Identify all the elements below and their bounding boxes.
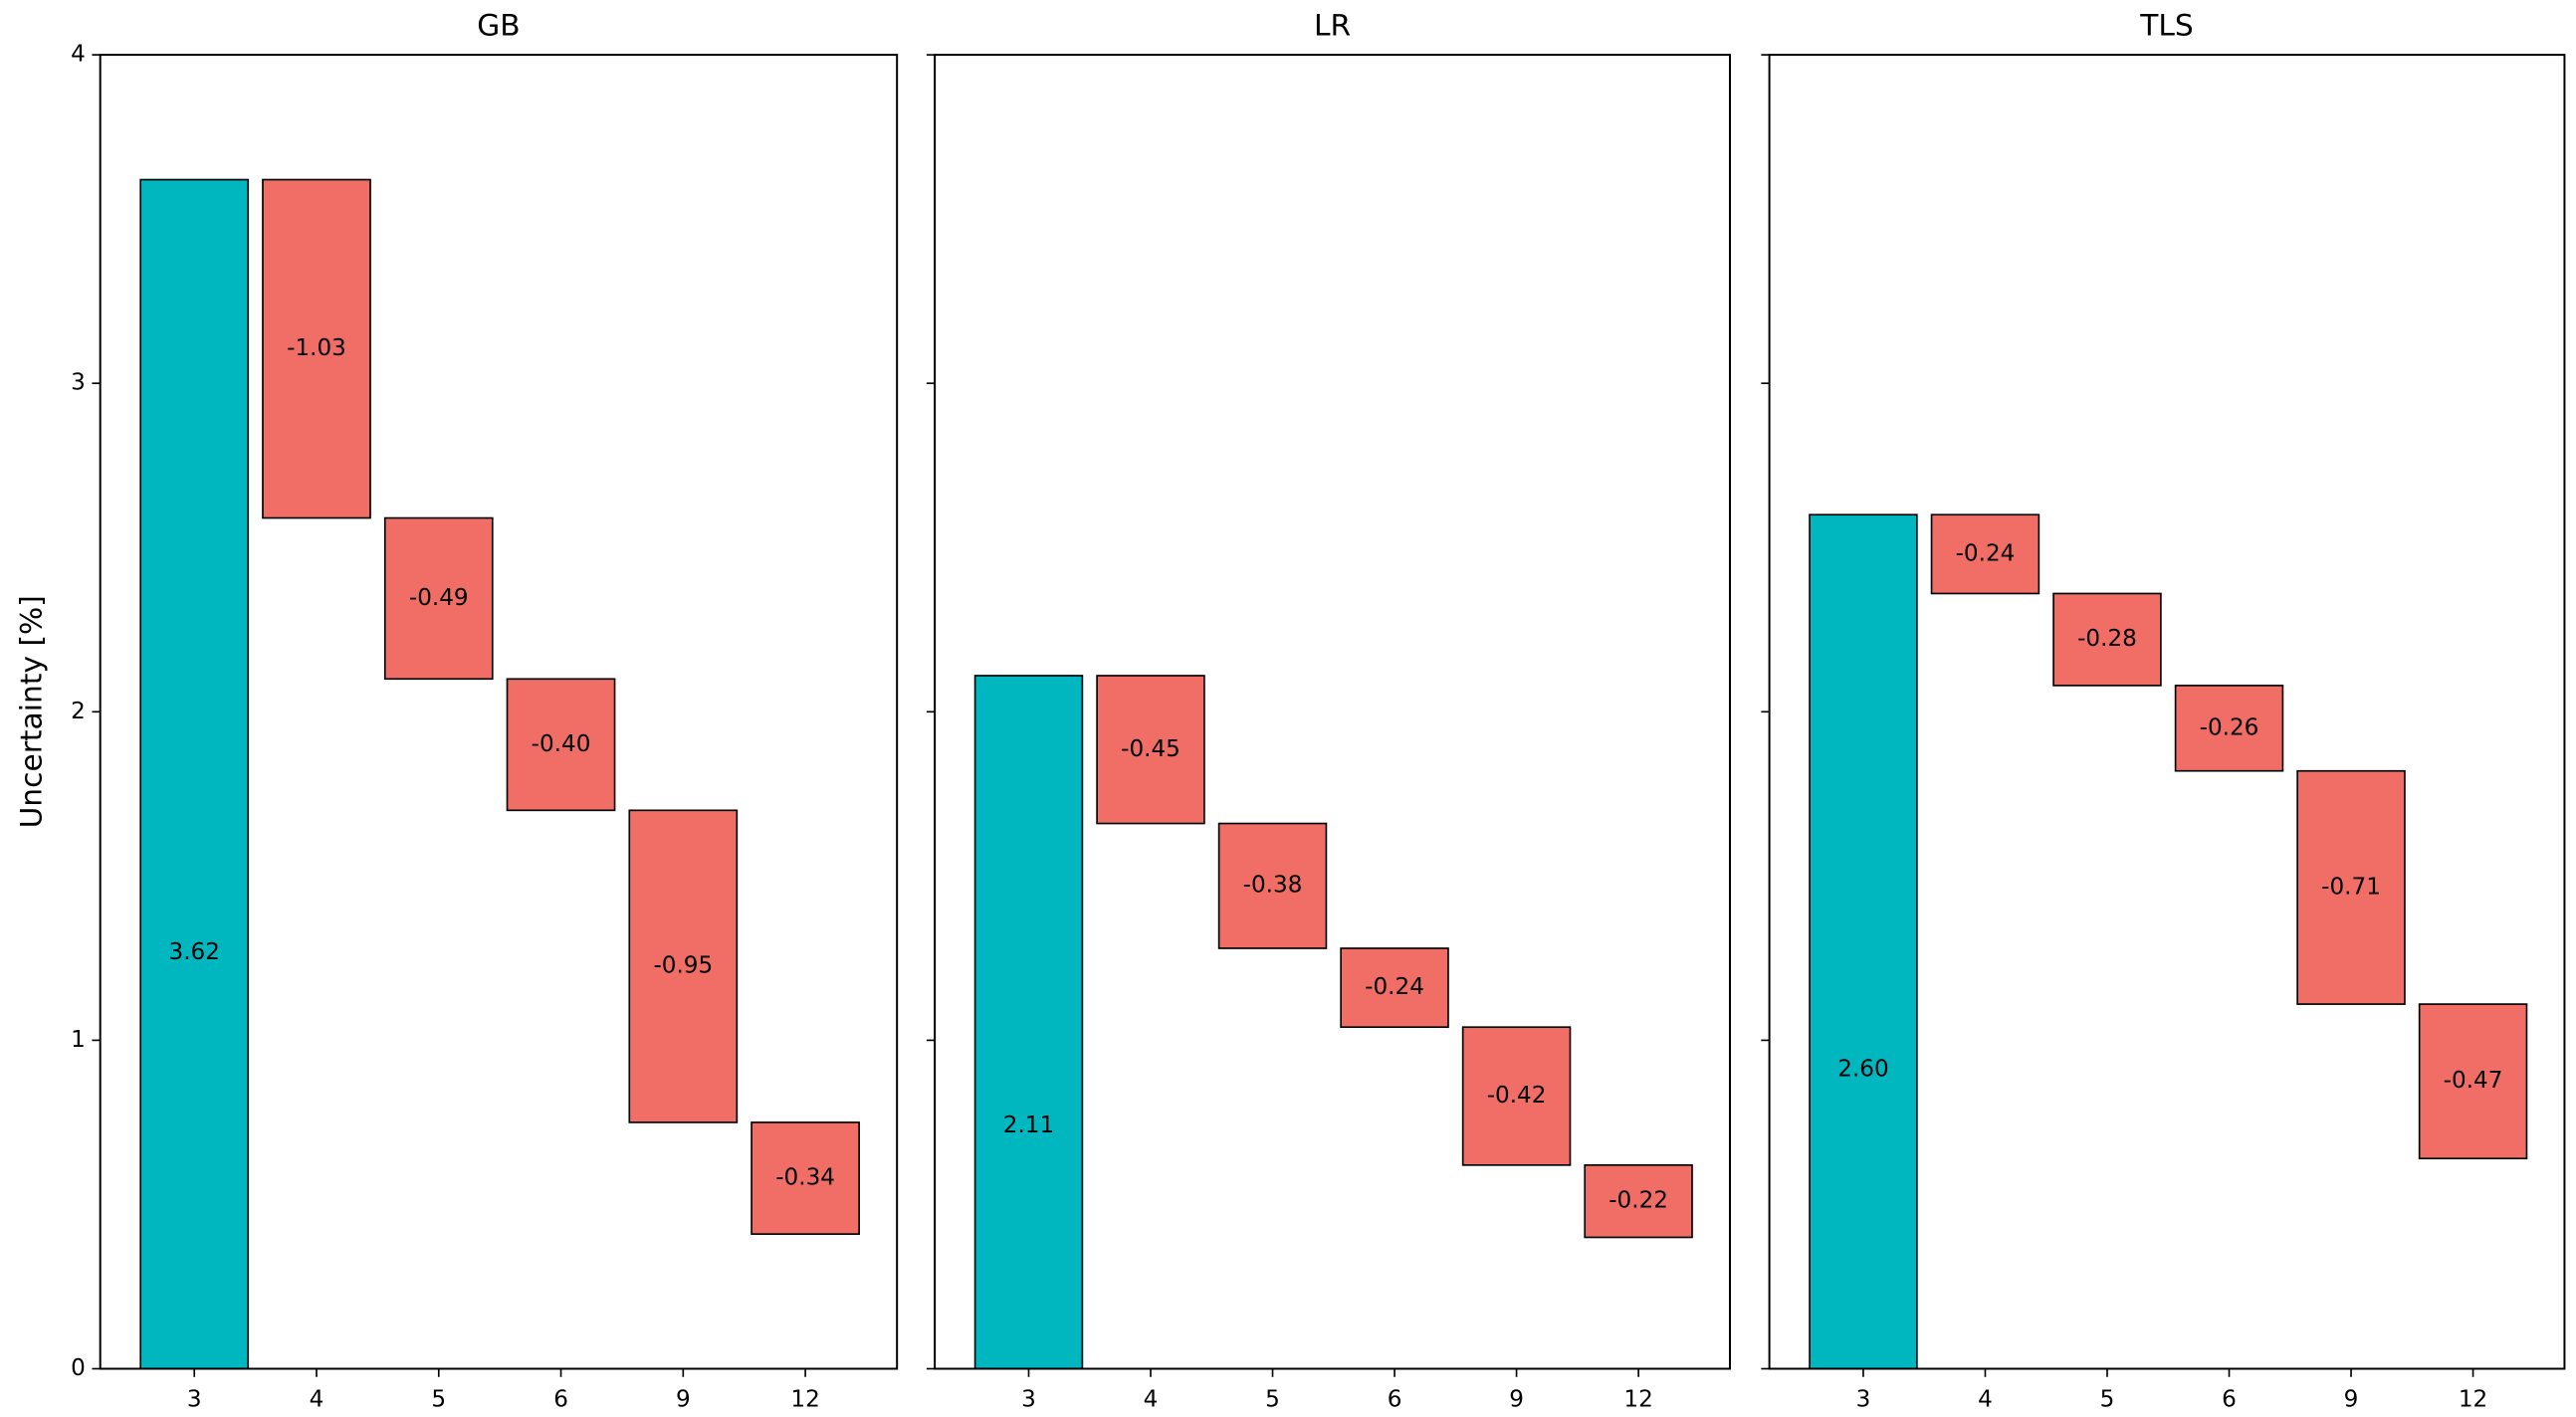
bar <box>2418 1003 2528 1160</box>
chart-title: LR <box>1314 9 1351 44</box>
bar <box>2052 592 2162 687</box>
x-tick-label: 12 <box>2459 1386 2487 1412</box>
x-tick-label: 5 <box>2100 1386 2115 1412</box>
y-tick-label: 2 <box>71 699 86 724</box>
y-tick-label: 1 <box>71 1027 86 1053</box>
value-label: -0.49 <box>409 585 469 611</box>
axes-frame <box>1768 54 2566 1370</box>
x-tick-label: 12 <box>790 1386 819 1412</box>
value-label: -0.34 <box>775 1165 835 1191</box>
axes-frame <box>934 54 1731 1370</box>
value-label: -0.22 <box>1609 1188 1668 1214</box>
bar <box>1217 822 1328 949</box>
value-label: -0.26 <box>2200 714 2259 740</box>
x-tick-label: 3 <box>1021 1386 1036 1412</box>
value-label: 3.62 <box>169 939 220 965</box>
bar <box>1930 513 2040 595</box>
x-tick-label: 4 <box>1978 1386 1993 1412</box>
value-label: -0.24 <box>1956 540 2016 566</box>
x-tick-label: 3 <box>1856 1386 1871 1412</box>
value-label: -0.24 <box>1365 974 1424 1000</box>
x-tick-label: 4 <box>310 1386 324 1412</box>
bar <box>383 516 494 681</box>
bar <box>1340 947 1449 1029</box>
x-tick-label: 5 <box>431 1386 446 1412</box>
value-label: -0.38 <box>1243 873 1303 899</box>
bar <box>1584 1164 1693 1239</box>
value-label: -0.40 <box>532 731 591 757</box>
y-tick-label: 0 <box>71 1355 86 1381</box>
y-tick-label: 3 <box>71 370 86 396</box>
x-tick-label: 9 <box>2344 1386 2359 1412</box>
x-tick-label: 4 <box>1144 1386 1159 1412</box>
bar <box>139 178 250 1370</box>
x-tick-label: 6 <box>2222 1386 2237 1412</box>
bar <box>1096 675 1205 825</box>
x-tick-label: 6 <box>553 1386 568 1412</box>
value-label: -0.95 <box>653 953 713 979</box>
value-label: 2.11 <box>1003 1113 1054 1138</box>
axes-frame <box>99 54 899 1370</box>
value-label: -0.45 <box>1121 736 1181 762</box>
bar <box>628 809 739 1123</box>
bar <box>973 675 1084 1370</box>
chart-title: TLS <box>2139 9 2194 44</box>
bar <box>1461 1026 1572 1166</box>
value-label: -0.71 <box>2321 874 2381 900</box>
bar <box>506 678 616 812</box>
x-tick-label: 9 <box>1509 1386 1524 1412</box>
bar <box>751 1121 860 1235</box>
bar <box>1809 513 1918 1370</box>
y-tick-label: 4 <box>71 42 86 68</box>
x-tick-label: 3 <box>187 1386 202 1412</box>
bar <box>2296 769 2406 1005</box>
x-tick-label: 5 <box>1265 1386 1280 1412</box>
x-tick-label: 6 <box>1388 1386 1402 1412</box>
y-axis-label: Uncertainty [%] <box>15 595 50 828</box>
bar <box>262 178 371 519</box>
value-label: -0.28 <box>2077 626 2137 652</box>
chart-title: GB <box>477 9 520 44</box>
value-label: -0.42 <box>1487 1083 1547 1109</box>
value-label: -0.47 <box>2444 1068 2503 1094</box>
value-label: 2.60 <box>1837 1057 1888 1083</box>
x-tick-label: 9 <box>676 1386 691 1412</box>
value-label: -1.03 <box>287 335 346 361</box>
x-tick-label: 12 <box>1623 1386 1652 1412</box>
bar <box>2174 685 2284 772</box>
